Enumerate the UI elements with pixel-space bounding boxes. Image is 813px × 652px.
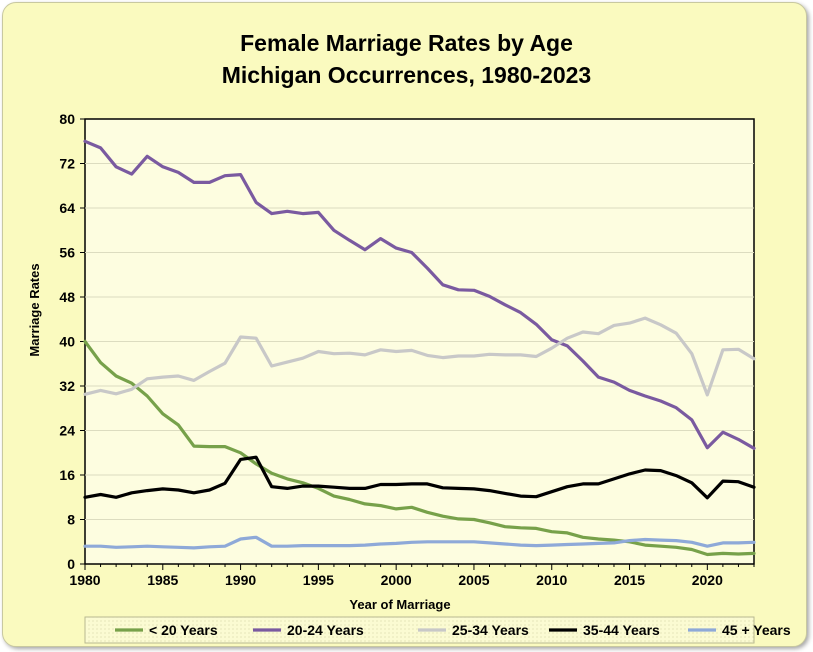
series-line--20-years [83,339,756,557]
y-tick-label: 80 [59,111,75,127]
y-tick-label: 24 [59,423,75,439]
series-line-45-years [83,535,756,550]
x-tick-label: 2000 [381,572,412,588]
legend-entry: 35-44 Years [583,622,660,638]
x-tick-label: 2015 [614,572,645,588]
x-tick-label: 2005 [458,572,489,588]
y-tick-label: 16 [59,467,75,483]
gridlines [85,163,754,520]
x-tick-label: 2010 [536,572,567,588]
x-tick-label: 1995 [303,572,334,588]
y-tick-label: 40 [59,334,75,350]
legend-entry: < 20 Years [149,622,218,638]
x-tick-label: 1990 [225,572,256,588]
series-lines [83,139,756,557]
y-axis-ticks: 0 8 16 24 32 40 48 56 64 72 80 [59,111,85,572]
x-axis-ticks: 1980 1985 1990 1995 2000 2005 2010 2015 2020 [69,564,755,588]
series-line-35-44-years [83,455,756,500]
y-tick-label: 56 [59,245,75,261]
chart-title-line-2: Michigan Occurrences, 1980-2023 [221,62,592,88]
y-tick-label: 72 [59,156,75,172]
x-tick-label: 2020 [692,572,723,588]
y-tick-label: 0 [67,556,75,572]
legend: < 20 Years 20-24 Years 25-34 Years 35-44 Ye… [115,622,791,638]
y-tick-label: 8 [67,512,75,528]
y-axis-label: Marriage Rates [27,263,42,356]
series-line-25-34-years [83,316,756,397]
x-axis-label: Year of Marriage [349,597,450,612]
legend-entry: 20-24 Years [287,622,364,638]
y-tick-label: 64 [59,200,75,216]
legend-entry: 45 + Years [722,622,791,638]
x-tick-label: 1985 [147,572,178,588]
series-line-20-24-years [83,139,756,450]
chart-title-line-1: Female Marriage Rates by Age [240,30,573,56]
y-tick-label: 48 [59,289,75,305]
legend-entry: 25-34 Years [452,622,529,638]
x-tick-label: 1980 [69,572,100,588]
y-tick-label: 32 [59,378,75,394]
